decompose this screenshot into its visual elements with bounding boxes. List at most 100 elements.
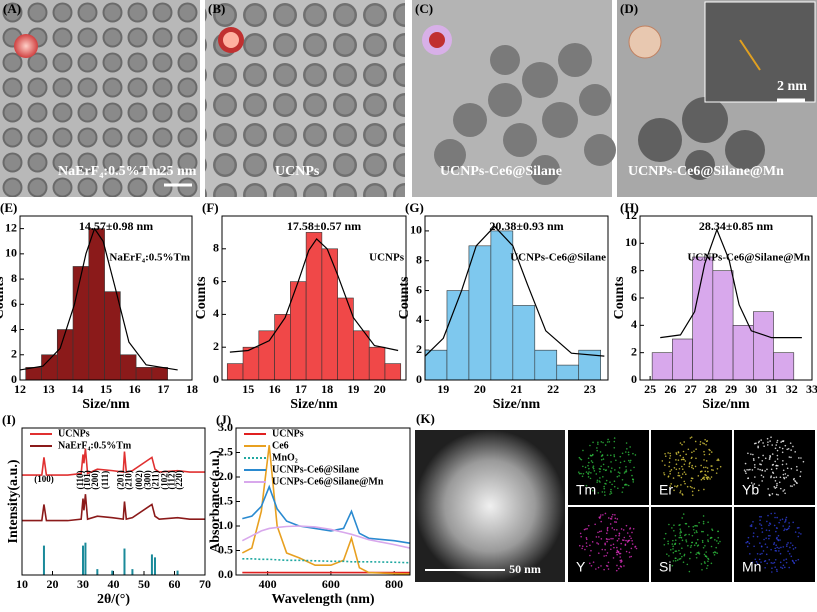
map-dot [704, 438, 706, 441]
map-dot [771, 493, 774, 495]
map-dot [590, 460, 593, 462]
map-dot [709, 478, 711, 480]
x-tick-label: 15 [100, 382, 112, 396]
map-dot [580, 472, 582, 475]
x-tick-label: 16 [269, 382, 281, 396]
map-dot [628, 556, 631, 558]
map-dot [774, 549, 777, 552]
map-dot [708, 448, 710, 451]
x-tick-label: 33 [806, 382, 817, 396]
map-dot [747, 452, 749, 455]
map-dot [618, 552, 621, 555]
map-dot [770, 468, 773, 471]
legend-label: MnO₂ [272, 452, 298, 463]
plot-frame [19, 215, 193, 381]
map-dot [609, 523, 612, 525]
map-dot [768, 537, 770, 540]
bar [368, 346, 386, 381]
map-dot [669, 452, 671, 455]
map-dot [754, 527, 757, 529]
map-dot [774, 460, 777, 463]
map-dot [776, 536, 778, 539]
map-dot [621, 539, 624, 541]
map-dot [703, 459, 705, 461]
panel-label: (F) [202, 200, 219, 215]
map-dot [715, 472, 718, 474]
map-dot [672, 539, 674, 542]
map-dot [777, 534, 780, 537]
map-dot [707, 539, 709, 541]
bar [104, 291, 121, 381]
sample-label: UCNPs-Ce6@Silane@Mn [687, 252, 810, 264]
map-dot [763, 538, 765, 541]
map-dot [680, 476, 683, 479]
map-dot [604, 494, 606, 496]
map-dot [684, 473, 687, 476]
y-tick-label: 4 [416, 312, 422, 326]
map-dot [663, 472, 665, 474]
map-dot [714, 551, 717, 554]
map-dot [603, 487, 606, 490]
map-dot [711, 528, 713, 530]
map-dot [760, 515, 762, 518]
map-dot [752, 458, 755, 460]
map-dot [787, 542, 789, 544]
particles [638, 97, 765, 180]
map-dot [584, 466, 587, 469]
map-dot [691, 456, 693, 459]
map-dot [689, 461, 691, 464]
x-tick-label: 17 [157, 382, 169, 396]
map-label: Si [659, 559, 671, 575]
map-dot [779, 519, 782, 521]
bar [468, 245, 492, 381]
map-dot [758, 558, 761, 561]
map-dot [689, 557, 691, 560]
x-axis-label: 2θ/(°) [97, 592, 130, 607]
map-dot [775, 493, 778, 496]
map-dot [620, 566, 623, 568]
map-dot [703, 453, 706, 456]
map-dot [619, 455, 622, 458]
map-dot [599, 470, 601, 473]
map-dot [707, 476, 710, 479]
map-dot [802, 460, 805, 463]
map-dot [706, 467, 709, 469]
map-dot [607, 568, 610, 570]
map-dot [770, 562, 773, 564]
map-dot [612, 557, 615, 559]
map-dot [623, 565, 625, 567]
map-dot [587, 524, 590, 527]
map-dot [702, 442, 704, 444]
map-dot [671, 527, 673, 529]
plot-frame [235, 427, 411, 576]
map-dot [610, 461, 612, 463]
y-tick-label: 0 [213, 372, 219, 386]
x-tick-label: 800 [385, 577, 403, 591]
map-dot [797, 558, 800, 561]
map-dot [587, 473, 590, 475]
map-dot [618, 534, 620, 537]
map-dot [629, 535, 631, 537]
map-dot [603, 485, 605, 488]
map-dot [629, 459, 632, 462]
map-dot [706, 477, 708, 480]
map-dot [606, 529, 609, 532]
map-dot [675, 459, 677, 461]
map-dot [606, 526, 609, 529]
map-dot [606, 538, 608, 541]
map-dot [580, 535, 582, 538]
map-dot [673, 524, 675, 527]
map-dot [679, 524, 681, 526]
map-dot [705, 460, 708, 462]
map-dot [774, 516, 776, 519]
map-dot [679, 528, 682, 530]
map-dot [768, 458, 771, 460]
map-dot [586, 545, 588, 548]
y-tick-label: 8 [631, 262, 637, 276]
peak-label: (100) [34, 474, 54, 484]
map-dot [691, 464, 694, 467]
map-dot [688, 465, 691, 468]
map-dot [775, 544, 777, 547]
map-dot [777, 494, 779, 496]
map-dot [632, 452, 634, 455]
